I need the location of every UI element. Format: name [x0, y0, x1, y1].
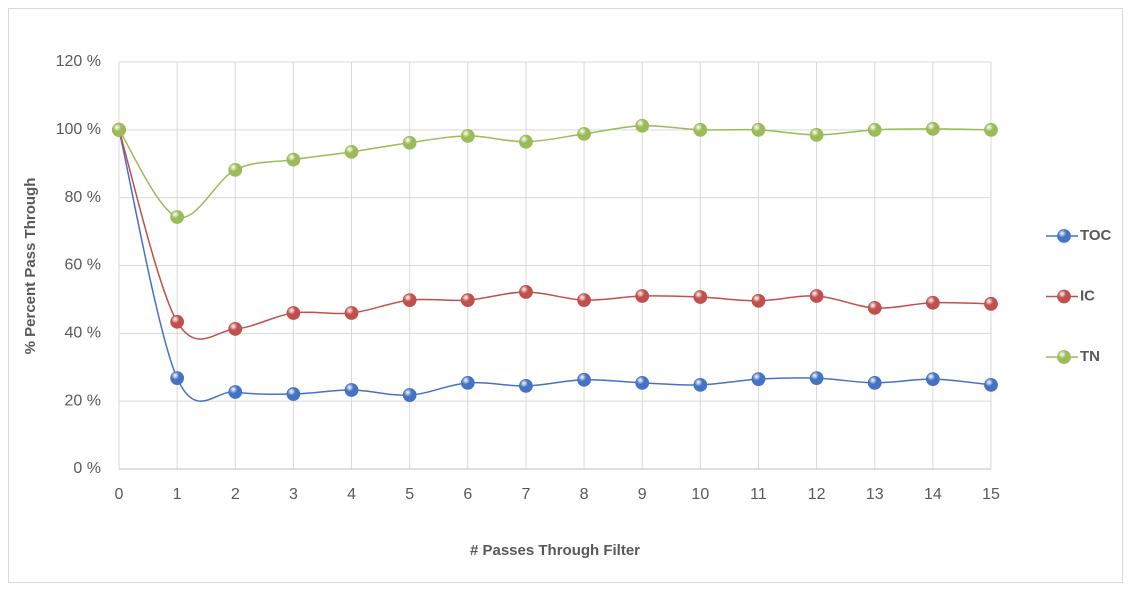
- data-point: [460, 293, 475, 307]
- data-point: [809, 289, 824, 303]
- y-axis-title: % Percent Pass Through: [22, 178, 39, 355]
- y-tick-label: 120 %: [56, 53, 101, 70]
- data-point: [867, 122, 882, 137]
- x-tick-label: 9: [638, 486, 647, 503]
- x-tick-label: 11: [750, 486, 767, 503]
- y-tick-label: 0 %: [73, 460, 101, 477]
- data-point: [635, 289, 650, 303]
- x-tick-label: 8: [580, 486, 589, 503]
- data-point: [344, 306, 359, 320]
- legend-marker: [1057, 350, 1071, 364]
- data-point: [402, 293, 417, 307]
- data-point: [984, 296, 998, 311]
- data-point: [344, 144, 359, 159]
- x-tick-label: 6: [463, 486, 472, 503]
- data-point: [170, 371, 185, 386]
- y-tick-label: 60 %: [65, 257, 101, 274]
- x-tick-label: 15: [982, 486, 1000, 503]
- data-point: [519, 134, 533, 149]
- x-tick-label: 14: [924, 486, 942, 503]
- legend-label: IC: [1080, 287, 1095, 304]
- x-tick-label: 4: [347, 486, 356, 503]
- data-point: [925, 295, 940, 310]
- x-tick-label: 5: [405, 486, 414, 503]
- x-tick-label: 12: [808, 486, 826, 503]
- data-point: [693, 377, 708, 392]
- data-point: [577, 372, 591, 387]
- chart-border: [8, 8, 1123, 583]
- data-point: [286, 387, 301, 401]
- x-tick-label: 13: [866, 486, 884, 503]
- y-tick-label: 100 %: [56, 121, 101, 138]
- data-point: [170, 210, 185, 224]
- data-point: [635, 118, 650, 133]
- legend-label: TN: [1080, 348, 1100, 365]
- legend-label: TOC: [1080, 227, 1112, 244]
- x-tick-label: 1: [173, 486, 182, 503]
- data-point: [635, 375, 650, 390]
- x-tick-label: 7: [521, 486, 530, 503]
- data-point: [170, 314, 185, 329]
- data-point: [867, 375, 882, 390]
- data-point: [984, 122, 998, 137]
- data-point: [577, 127, 591, 141]
- data-point: [402, 388, 417, 402]
- x-tick-label: 10: [691, 486, 709, 503]
- data-point: [809, 128, 824, 142]
- data-point: [693, 290, 708, 304]
- data-point: [460, 375, 475, 390]
- data-point: [460, 129, 475, 143]
- data-point: [228, 162, 243, 177]
- legend-marker: [1057, 289, 1071, 304]
- data-point: [228, 322, 243, 336]
- x-axis-title: # Passes Through Filter: [470, 542, 640, 559]
- data-point: [344, 383, 359, 397]
- data-point: [402, 135, 417, 150]
- data-point: [751, 122, 766, 137]
- data-point: [925, 121, 940, 136]
- y-tick-label: 80 %: [65, 189, 101, 206]
- data-point: [112, 122, 126, 137]
- x-tick-label: 2: [231, 486, 240, 503]
- data-point: [519, 285, 533, 299]
- x-tick-label: 3: [289, 486, 298, 503]
- data-point: [228, 385, 243, 399]
- data-point: [925, 372, 940, 387]
- data-point: [867, 300, 882, 315]
- data-point: [577, 293, 591, 307]
- data-point: [751, 372, 766, 387]
- y-tick-label: 40 %: [65, 325, 101, 342]
- data-point: [519, 379, 533, 393]
- data-point: [809, 371, 824, 386]
- x-tick-label: 0: [115, 486, 124, 503]
- data-point: [751, 293, 766, 308]
- data-point: [286, 152, 301, 167]
- data-point: [693, 122, 708, 137]
- y-tick-label: 20 %: [65, 392, 101, 409]
- data-point: [286, 306, 301, 320]
- legend-marker: [1057, 229, 1071, 243]
- data-point: [984, 377, 998, 392]
